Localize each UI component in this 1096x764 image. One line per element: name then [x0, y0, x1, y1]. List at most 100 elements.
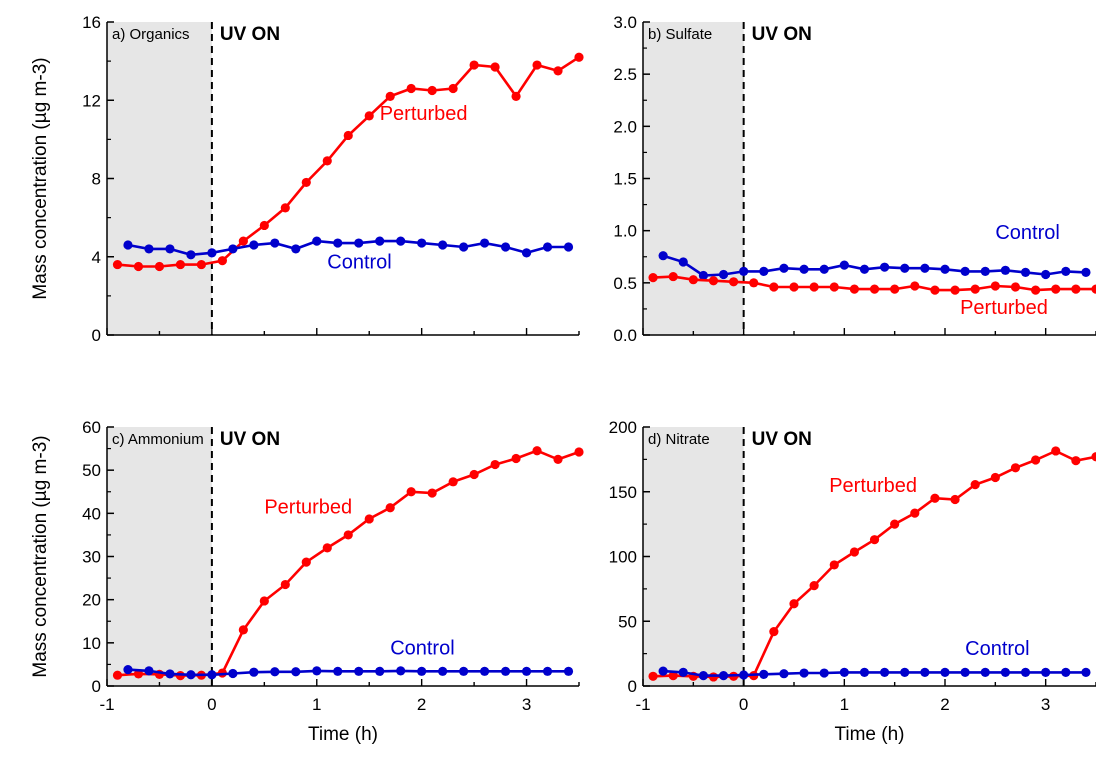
x-tick-label: 3: [1041, 695, 1050, 714]
x-tick-label: 1: [840, 695, 849, 714]
data-point: [396, 666, 406, 676]
data-point: [819, 264, 829, 274]
y-tick-label: 30: [82, 548, 101, 567]
data-point: [990, 281, 1000, 291]
data-point: [354, 666, 364, 676]
y-tick-label: 8: [92, 170, 101, 189]
shaded-region: [643, 22, 744, 335]
x-axis-title: Time (h): [308, 724, 378, 745]
data-point: [385, 91, 395, 101]
data-point: [708, 672, 719, 682]
data-point: [563, 666, 574, 676]
data-point: [553, 66, 563, 76]
data-point: [186, 670, 196, 680]
data-point: [1091, 284, 1096, 294]
data-point: [910, 508, 920, 518]
data-point: [829, 560, 839, 570]
data-point: [459, 242, 469, 252]
data-point: [259, 596, 269, 606]
data-point: [406, 487, 416, 497]
data-point: [869, 535, 880, 545]
data-point: [448, 83, 458, 94]
data-point: [480, 238, 490, 248]
uv-on-label: UV ON: [220, 24, 280, 45]
data-point: [291, 244, 301, 254]
data-point: [406, 83, 416, 94]
data-point: [1031, 455, 1041, 465]
data-point: [500, 242, 511, 252]
data-point: [532, 60, 542, 70]
data-point: [789, 599, 799, 609]
y-tick-label: 50: [82, 461, 101, 480]
data-point: [375, 666, 385, 676]
data-point: [396, 236, 406, 246]
data-point: [375, 236, 385, 246]
series-label: Perturbed: [960, 297, 1048, 319]
data-point: [385, 503, 395, 513]
data-point: [1061, 266, 1071, 276]
data-point: [1041, 667, 1051, 678]
data-point: [270, 238, 280, 248]
data-point: [563, 242, 574, 252]
data-point: [859, 667, 870, 678]
data-point: [648, 671, 658, 681]
uv-on-label: UV ON: [752, 24, 812, 45]
data-point: [940, 264, 950, 274]
series-label: Control: [390, 637, 454, 659]
data-point: [469, 60, 479, 70]
data-point: [1071, 456, 1081, 466]
data-point: [890, 519, 900, 529]
series-line: [127, 239, 569, 257]
data-point: [112, 259, 123, 270]
data-point: [553, 454, 563, 464]
data-point: [698, 671, 709, 681]
data-point: [910, 281, 920, 291]
panel-label: d) Nitrate: [648, 431, 710, 448]
data-point: [698, 270, 709, 281]
data-point: [970, 284, 980, 294]
data-point: [459, 666, 469, 676]
data-point: [749, 278, 759, 288]
data-point: [1000, 667, 1011, 678]
data-point: [123, 240, 133, 250]
data-point: [542, 666, 553, 676]
series-line: [127, 668, 569, 677]
data-point: [920, 263, 930, 273]
data-point: [1010, 282, 1021, 292]
data-point: [1041, 269, 1051, 280]
data-point: [990, 472, 1000, 483]
data-point: [144, 666, 154, 676]
data-point: [521, 666, 532, 676]
data-point: [1061, 667, 1071, 678]
data-point: [312, 666, 322, 676]
data-point: [1091, 452, 1096, 462]
data-point: [301, 557, 311, 567]
data-point: [1081, 267, 1091, 277]
data-point: [759, 669, 769, 679]
data-point: [1071, 284, 1081, 294]
data-point: [829, 282, 839, 292]
data-point: [1000, 265, 1011, 275]
data-point: [930, 493, 940, 503]
data-point: [648, 273, 658, 283]
data-point: [448, 477, 458, 487]
series-control: Control: [123, 637, 574, 680]
data-point: [960, 266, 970, 276]
y-tick-label: 20: [82, 591, 101, 610]
series-control: Control: [123, 236, 574, 273]
data-point: [729, 277, 739, 287]
data-point: [343, 130, 353, 141]
data-point: [542, 242, 553, 252]
data-point: [291, 667, 301, 677]
data-point: [574, 52, 584, 62]
data-point: [511, 453, 521, 464]
data-point: [1020, 667, 1031, 678]
data-point: [809, 282, 819, 292]
data-point: [769, 282, 779, 292]
data-point: [228, 244, 238, 254]
data-point: [364, 111, 374, 121]
y-tick-label: 150: [609, 483, 637, 502]
series-label: Perturbed: [829, 475, 917, 497]
